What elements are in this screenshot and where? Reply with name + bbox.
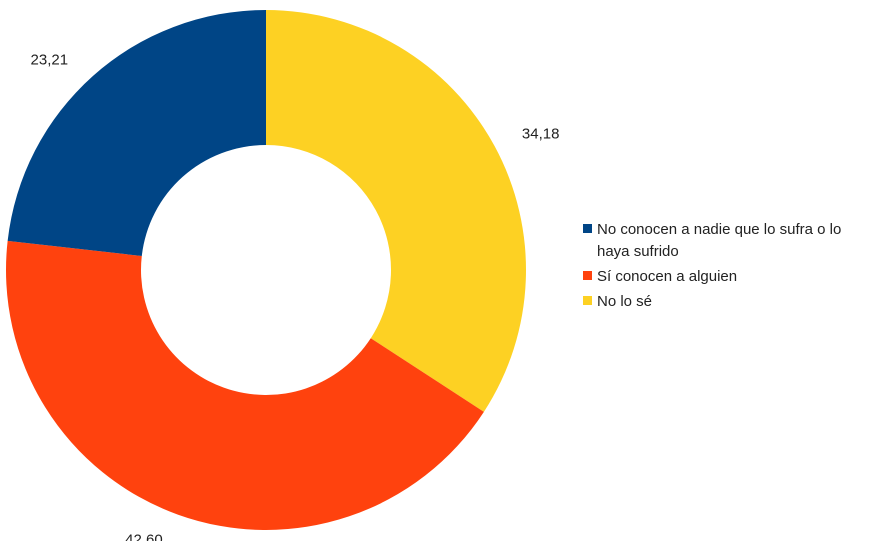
legend-item-si-conocen: Sí conocen a alguien — [583, 266, 873, 288]
legend-swatch-si-conocen — [583, 271, 592, 280]
data-label-1: 34,18 — [522, 126, 560, 143]
data-label-2: 42,60 — [125, 531, 163, 541]
donut-slice-1 — [266, 10, 526, 412]
donut-slice-2 — [6, 240, 484, 530]
legend: No conocen a nadie que lo sufra o lo hay… — [583, 219, 873, 316]
donut-slice-3 — [7, 10, 266, 256]
legend-label-no-lo-se: No lo sé — [597, 293, 653, 310]
legend-swatch-no-conocen — [583, 224, 592, 233]
legend-item-no-lo-se: No lo sé — [583, 291, 873, 313]
legend-swatch-no-lo-se — [583, 296, 592, 305]
legend-item-no-conocen: No conocen a nadie que lo sufra o lo hay… — [583, 219, 873, 263]
donut-slices — [6, 10, 526, 530]
legend-label-si-conocen: Sí conocen a alguien — [597, 268, 738, 285]
data-labels: 34,18 42,60 23,21 — [31, 52, 560, 541]
legend-label-no-conocen: No conocen a nadie que lo sufra o lo hay… — [597, 221, 842, 260]
data-label-3: 23,21 — [31, 52, 69, 69]
